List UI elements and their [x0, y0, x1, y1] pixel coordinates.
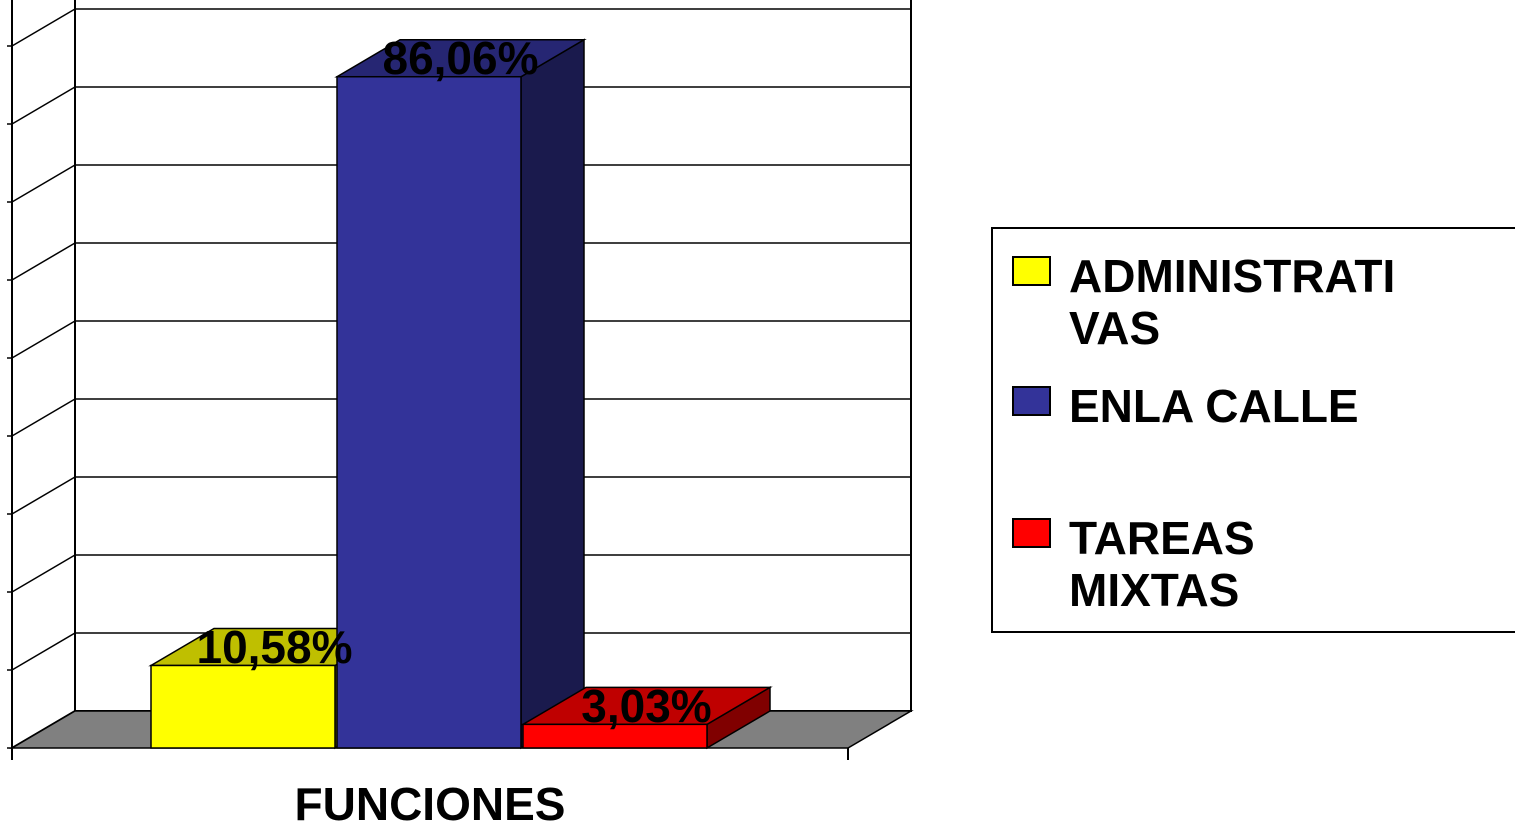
legend-label: ENLA CALLE [1069, 380, 1359, 432]
gridline-side [11, 398, 76, 437]
bar-3 [520, 686, 773, 750]
legend-label: MIXTAS [1069, 564, 1239, 616]
data-label: 86,06% [382, 32, 538, 84]
legend-label: ADMINISTRATI [1069, 250, 1395, 302]
bars [148, 38, 773, 750]
bar-front-face [522, 723, 708, 749]
bar-2 [334, 38, 587, 750]
legend-swatch [1012, 256, 1051, 286]
bar-front-face [150, 664, 336, 749]
data-label: 3,03% [581, 680, 711, 732]
bar-side-face [520, 38, 585, 750]
legend-label: VAS [1069, 302, 1160, 354]
gridline-side [11, 632, 76, 671]
data-label: 10,58% [196, 621, 352, 673]
gridline-side [11, 8, 76, 47]
gridline-side [11, 164, 76, 203]
gridline-side [11, 554, 76, 593]
gridline-side [11, 320, 76, 359]
legend-swatch [1012, 518, 1051, 548]
gridline-side [11, 476, 76, 515]
x-axis-label: FUNCIONES [295, 778, 566, 825]
legend-label: TAREAS [1069, 512, 1255, 564]
data-labels: 10,58% 86,06% 3,03% [196, 32, 711, 732]
x-axis: FUNCIONES [295, 778, 566, 830]
legend-box [991, 227, 1515, 633]
gridline-side [11, 242, 76, 281]
bar-front-face [336, 75, 522, 749]
gridline-side [11, 86, 76, 125]
side-wall [11, 0, 76, 750]
legend-swatch [1012, 386, 1051, 416]
